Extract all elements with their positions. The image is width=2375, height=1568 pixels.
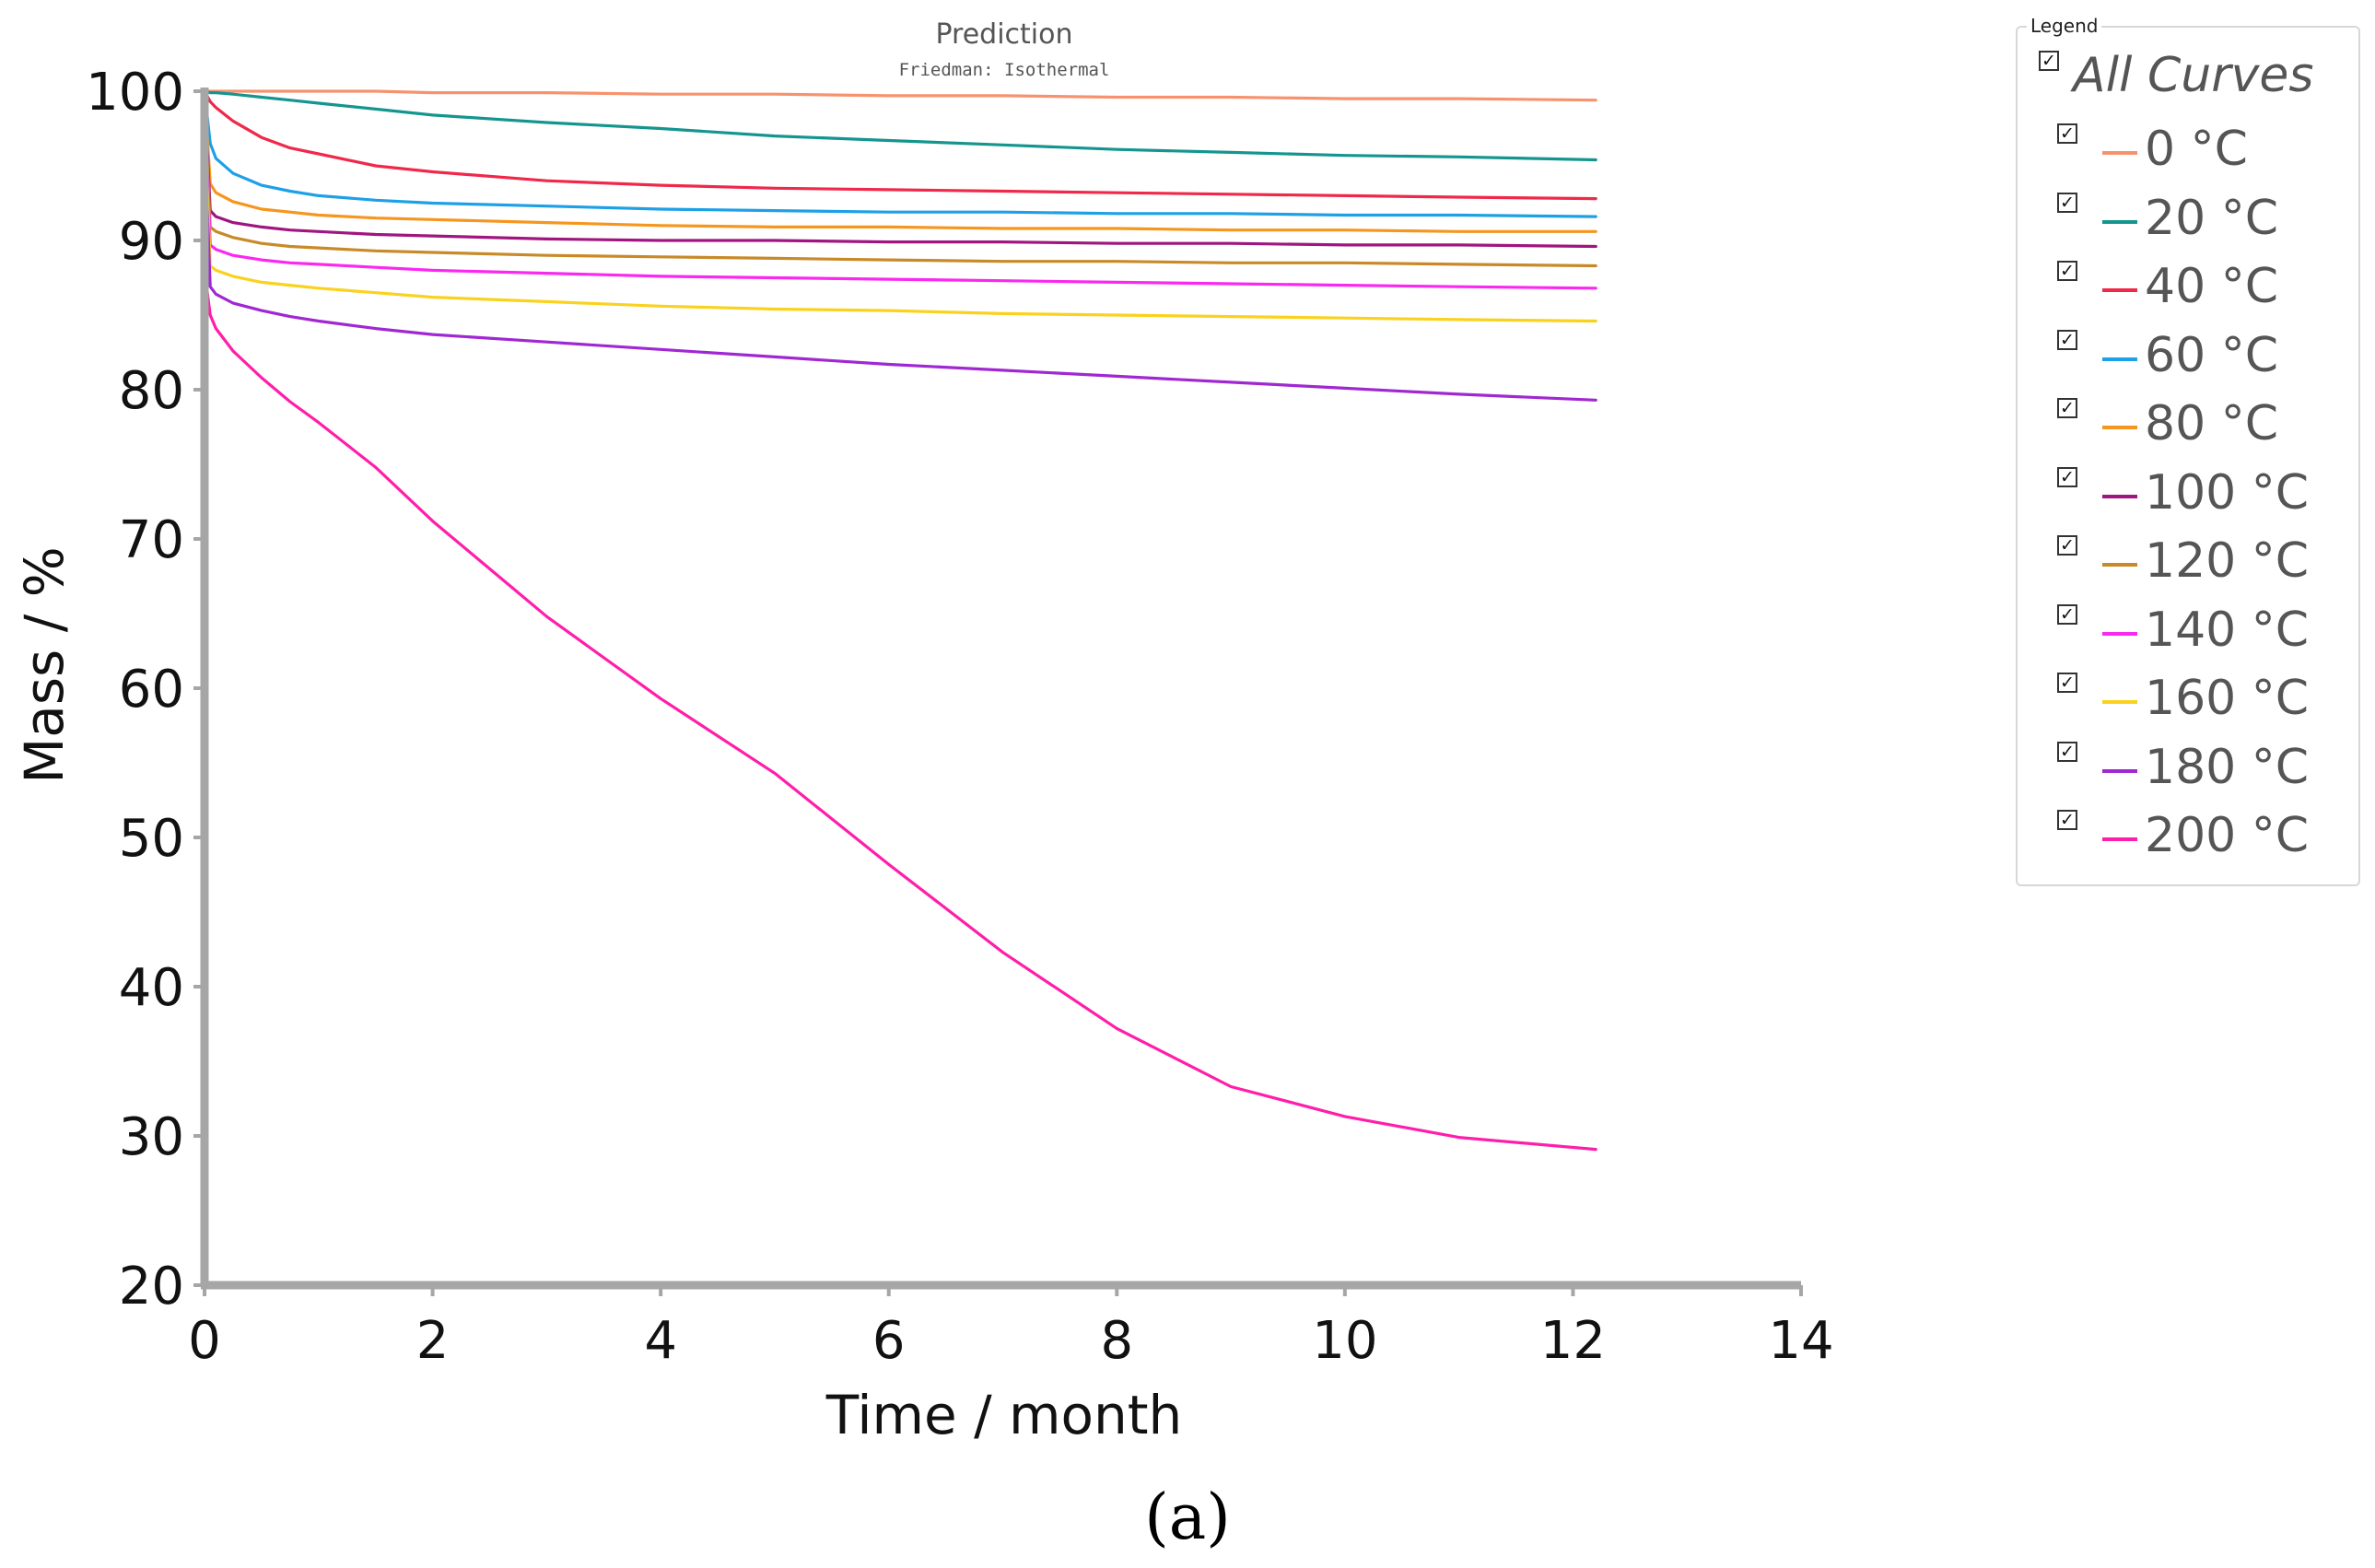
- y-tick-label: 20: [119, 1257, 184, 1316]
- legend-item[interactable]: ✓ 180 °C: [2045, 736, 2349, 801]
- x-tick-label: 2: [416, 1311, 450, 1371]
- axes-layer: 0 2 4 6 8 10 12 14 20 30 40 50 60 70 80 90 100: [86, 63, 1834, 1371]
- legend-item-label: 180 °C: [2145, 739, 2310, 795]
- legend-item-checkbox[interactable]: ✓: [2057, 673, 2077, 693]
- legend-item[interactable]: ✓ 160 °C: [2045, 667, 2349, 731]
- y-tick-label: 70: [119, 510, 184, 570]
- x-tick-label: 14: [1768, 1311, 1833, 1371]
- legend-item-checkbox[interactable]: ✓: [2057, 192, 2077, 213]
- legend-swatch: [2102, 837, 2137, 841]
- legend-item-checkbox[interactable]: ✓: [2057, 398, 2077, 418]
- legend-swatch: [2102, 768, 2137, 773]
- figure-caption: (a): [1144, 1481, 1231, 1554]
- x-tick-label: 12: [1540, 1311, 1606, 1371]
- legend-swatch: [2102, 631, 2137, 636]
- y-tick-label: 30: [119, 1107, 184, 1167]
- y-tick-label: 50: [119, 809, 184, 869]
- x-tick-label: 10: [1312, 1311, 1377, 1371]
- y-tick-label: 60: [119, 660, 184, 720]
- series-line-40-cc: [203, 89, 1597, 201]
- series-line-0-cc: [203, 89, 1597, 102]
- legend-item-checkbox[interactable]: ✓: [2057, 741, 2077, 762]
- series-line-120-cc: [203, 97, 1597, 268]
- x-tick-label: 4: [644, 1311, 677, 1371]
- y-tick-label: 100: [86, 63, 184, 123]
- legend-item-label: 120 °C: [2145, 533, 2310, 589]
- series-line-200-cc: [203, 268, 1597, 1152]
- legend-swatch: [2102, 219, 2137, 224]
- x-tick-label: 6: [872, 1311, 906, 1371]
- legend-panel: [2016, 26, 2360, 886]
- series-line-180-cc: [203, 135, 1597, 402]
- legend-item-label: 140 °C: [2145, 602, 2310, 658]
- legend-item[interactable]: ✓ 20 °C: [2045, 187, 2349, 252]
- legend-item-label: 0 °C: [2145, 122, 2248, 177]
- legend-item-label: 60 °C: [2145, 327, 2279, 383]
- legend-item[interactable]: ✓ 120 °C: [2045, 530, 2349, 594]
- y-tick-label: 40: [119, 958, 184, 1018]
- legend-item-checkbox[interactable]: ✓: [2057, 810, 2077, 830]
- legend-item[interactable]: ✓ 200 °C: [2045, 804, 2349, 869]
- series-layer: [203, 89, 1597, 1152]
- x-tick-label: 0: [188, 1311, 221, 1371]
- legend-item-label: 160 °C: [2145, 671, 2310, 726]
- series-line-140-cc: [203, 104, 1597, 290]
- legend-swatch: [2102, 151, 2137, 155]
- legend-item-label: 20 °C: [2145, 190, 2279, 246]
- legend-swatch: [2102, 288, 2137, 292]
- legend-item-label: 100 °C: [2145, 464, 2310, 521]
- legend-swatch: [2102, 494, 2137, 498]
- chart-title: Prediction: [935, 18, 1072, 51]
- series-line-20-cc: [203, 89, 1597, 162]
- legend-item-checkbox[interactable]: ✓: [2057, 603, 2077, 625]
- series-line-80-cc: [203, 89, 1597, 233]
- legend-title: Legend: [2027, 15, 2102, 37]
- legend-item-label: 40 °C: [2145, 259, 2279, 314]
- legend-item-checkbox[interactable]: ✓: [2057, 329, 2077, 350]
- legend-swatch: [2102, 563, 2137, 567]
- legend-item[interactable]: ✓ 40 °C: [2045, 255, 2349, 320]
- legend-swatch: [2102, 426, 2137, 429]
- legend-item[interactable]: ✓ 0 °C: [2045, 118, 2349, 182]
- legend-item-checkbox[interactable]: ✓: [2057, 123, 2077, 144]
- all-curves-label: All Curves: [2073, 48, 2314, 103]
- chart-subtitle: Friedman: Isothermal: [899, 60, 1110, 80]
- legend-item[interactable]: ✓ 100 °C: [2045, 462, 2349, 526]
- legend-item[interactable]: ✓ 140 °C: [2045, 599, 2349, 663]
- series-line-160-cc: [203, 111, 1597, 323]
- legend-item[interactable]: ✓ 60 °C: [2045, 324, 2349, 389]
- legend-item-checkbox[interactable]: ✓: [2057, 466, 2077, 487]
- y-axis-label: Mass / %: [13, 546, 76, 784]
- series-line-60-cc: [203, 89, 1597, 218]
- series-line-100-cc: [203, 89, 1597, 249]
- legend-item-label: 200 °C: [2145, 808, 2310, 863]
- legend-item-checkbox[interactable]: ✓: [2057, 535, 2077, 556]
- y-tick-label: 80: [119, 361, 184, 421]
- y-tick-label: 90: [119, 212, 184, 272]
- legend-item[interactable]: ✓ 80 °C: [2045, 392, 2349, 457]
- x-axis-label: Time / month: [825, 1384, 1183, 1446]
- legend-swatch: [2102, 700, 2137, 704]
- legend-item-label: 80 °C: [2145, 396, 2279, 451]
- legend-swatch: [2102, 357, 2137, 361]
- legend-item-checkbox[interactable]: ✓: [2057, 261, 2077, 281]
- x-tick-label: 8: [1100, 1311, 1133, 1371]
- all-curves-checkbox[interactable]: ✓: [2039, 51, 2059, 71]
